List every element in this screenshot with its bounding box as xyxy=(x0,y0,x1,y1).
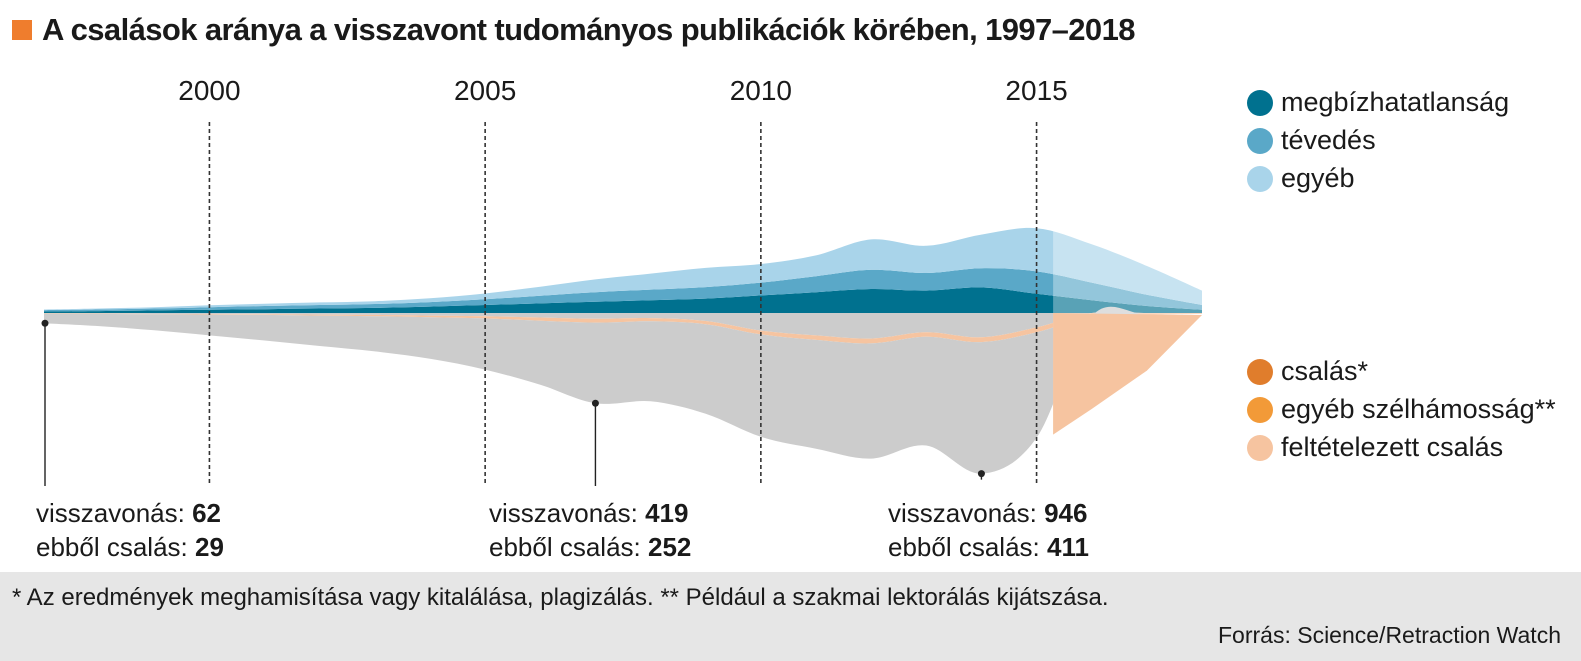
legend-dot-egyeb xyxy=(1247,166,1273,192)
area-tevedes xyxy=(44,268,1202,312)
legend-item: egyéb szélhámosság** xyxy=(1247,393,1557,426)
year-axis-labels: 2000 2005 2010 2015 xyxy=(178,75,1067,106)
callout-retractions-value: 419 xyxy=(645,498,689,528)
legend-item: feltételezett csalás xyxy=(1247,431,1557,464)
legend-label: egyéb szélhámosság** xyxy=(1281,394,1556,424)
area-egyeb xyxy=(44,227,1202,311)
callout-1997: visszavonás: 62 ebből csalás: 29 xyxy=(36,496,224,564)
year-gridlines xyxy=(208,122,1038,486)
callout-fraud-line: ebből csalás: 411 xyxy=(888,530,1089,564)
callout-retractions-label: visszavonás: xyxy=(489,498,638,528)
legend-item: csalás* xyxy=(1247,355,1557,388)
chart-title: A csalások aránya a visszavont tudományo… xyxy=(42,12,1135,47)
area-feltetelezett-csalas-tail xyxy=(1053,313,1202,435)
streamgraph-chart: 2000 2005 2010 2015 xyxy=(41,75,1207,510)
legend-dot-egyeb-szelhamossag xyxy=(1247,397,1273,423)
year-label-2005: 2005 xyxy=(454,75,516,106)
legend-dot-megbizhatatlansag xyxy=(1247,90,1273,116)
area-csalas xyxy=(44,306,1202,474)
year-label-2010: 2010 xyxy=(730,75,792,106)
callout-dot-2007 xyxy=(591,399,599,407)
chart-title-row: A csalások aránya a visszavont tudományo… xyxy=(12,8,1135,52)
source-credit: Forrás: Science/Retraction Watch xyxy=(1218,622,1561,648)
callout-fraud-line: ebből csalás: 252 xyxy=(489,530,691,564)
legend-item: megbízhatatlanság xyxy=(1247,86,1509,119)
legend-label: csalás* xyxy=(1281,356,1369,386)
callout-dot-1997 xyxy=(41,319,49,327)
projection-fade-overlay xyxy=(1053,90,1207,510)
legend-label: feltételezett csalás xyxy=(1281,432,1504,462)
callout-retractions-line: visszavonás: 419 xyxy=(489,496,691,530)
legend-item: tévedés xyxy=(1247,124,1509,157)
callout-fraud-value: 29 xyxy=(195,532,224,562)
callout-retractions-label: visszavonás: xyxy=(36,498,185,528)
stream-areas xyxy=(44,90,1207,510)
callout-fraud-label: ebből csalás: xyxy=(888,532,1040,562)
callout-fraud-label: ebből csalás: xyxy=(489,532,641,562)
legend-label: egyéb xyxy=(1281,163,1355,193)
legend-label: tévedés xyxy=(1281,125,1376,155)
callout-2014: visszavonás: 946 ebből csalás: 411 xyxy=(888,496,1089,564)
callout-retractions-value: 946 xyxy=(1044,498,1088,528)
area-megbizhatatlansag xyxy=(44,287,1202,313)
callout-retractions-value: 62 xyxy=(192,498,221,528)
legend-item: egyéb xyxy=(1247,162,1509,195)
year-label-2000: 2000 xyxy=(178,75,240,106)
legend-lower: csalás* egyéb szélhámosság** feltételeze… xyxy=(1247,355,1557,469)
year-label-2015: 2015 xyxy=(1005,75,1067,106)
footer: * Az eredmények meghamisítása vagy kital… xyxy=(0,572,1581,661)
legend-upper: megbízhatatlanság tévedés egyéb xyxy=(1247,86,1509,200)
legend-dot-feltetelezett-csalas xyxy=(1247,435,1273,461)
callout-retractions-line: visszavonás: 946 xyxy=(888,496,1089,530)
area-feltetelezett-csalas xyxy=(44,311,1202,344)
callout-lines xyxy=(41,319,985,486)
callout-fraud-label: ebből csalás: xyxy=(36,532,188,562)
callout-fraud-line: ebből csalás: 29 xyxy=(36,530,224,564)
legend-dot-csalas xyxy=(1247,359,1273,385)
legend-dot-tevedes xyxy=(1247,128,1273,154)
callout-retractions-line: visszavonás: 62 xyxy=(36,496,224,530)
callout-fraud-value: 252 xyxy=(648,532,692,562)
title-color-marker xyxy=(12,20,32,40)
callout-2007: visszavonás: 419 ebből csalás: 252 xyxy=(489,496,691,564)
callout-fraud-value: 411 xyxy=(1047,532,1089,562)
callout-dot-2014 xyxy=(977,470,985,478)
area-egyeb-szelhamossag xyxy=(44,311,1202,339)
legend-label: megbízhatatlanság xyxy=(1281,87,1510,117)
callout-retractions-label: visszavonás: xyxy=(888,498,1037,528)
footnote: * Az eredmények meghamisítása vagy kital… xyxy=(12,584,1109,611)
